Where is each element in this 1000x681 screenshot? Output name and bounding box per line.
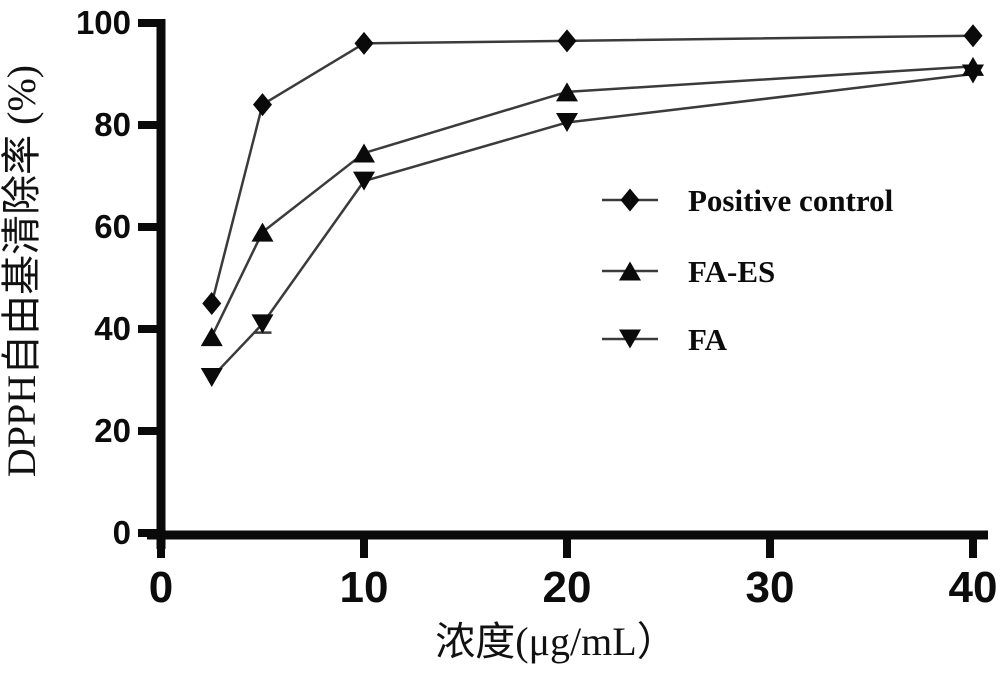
axes [138,19,988,558]
y-axis-line [156,19,166,549]
data-point-marker [963,24,983,48]
y-tick [138,325,161,333]
y-tick [138,529,161,537]
y-tick-label: 100 [76,4,131,41]
data-point-marker [354,31,374,55]
legend-row: FA-ES [602,254,775,289]
data-point-markers [200,24,984,387]
legend-row: FA [602,322,728,357]
legend-marker [619,261,641,281]
legend-marker [620,188,640,212]
x-tick-label: 30 [746,563,795,612]
y-tick [138,121,161,129]
x-tick-label: 20 [543,563,592,612]
data-point-marker [251,222,274,242]
legend-row: Positive control [602,183,894,218]
y-tick-label: 40 [94,310,131,347]
data-point-marker [253,93,272,117]
y-tick [138,427,161,435]
data-point-marker [353,171,375,191]
data-point-marker [556,112,578,132]
x-tick [563,535,571,558]
y-tick-label: 80 [94,106,131,143]
x-tick [969,535,977,558]
x-tick [360,535,368,558]
series-line [210,34,974,304]
x-tick-label: 40 [949,563,998,612]
tick-labels: 0 20 40 60 80 100 0 10 20 30 40 [76,4,998,612]
legend-label: Positive control [688,183,894,218]
legend-label: FA-ES [688,254,775,289]
data-point-marker [557,29,577,53]
data-point-marker [202,292,222,315]
y-tick-label: 0 [113,514,131,551]
legend-marker [619,329,641,349]
series-line [210,72,974,379]
y-tick-label: 20 [94,412,131,449]
y-tick-label: 60 [94,208,131,245]
x-axis-title: 浓度(μg/mL） [435,619,676,664]
data-point-marker [353,143,375,163]
legend: Positive control FA-ES FA [602,183,894,357]
x-tick [157,535,165,558]
y-tick [138,223,161,231]
y-axis-title: DPPH自由基清除率 (%) [0,65,44,477]
y-tick [138,19,161,27]
data-point-marker [962,64,984,84]
x-tick-label: 10 [340,563,389,612]
data-point-marker [200,327,223,347]
x-tick-label: 0 [149,563,173,612]
data-point-marker [556,82,578,102]
data-point-marker [200,367,223,387]
x-tick [766,535,774,558]
data-point-marker [251,314,274,334]
legend-label: FA [688,322,728,357]
